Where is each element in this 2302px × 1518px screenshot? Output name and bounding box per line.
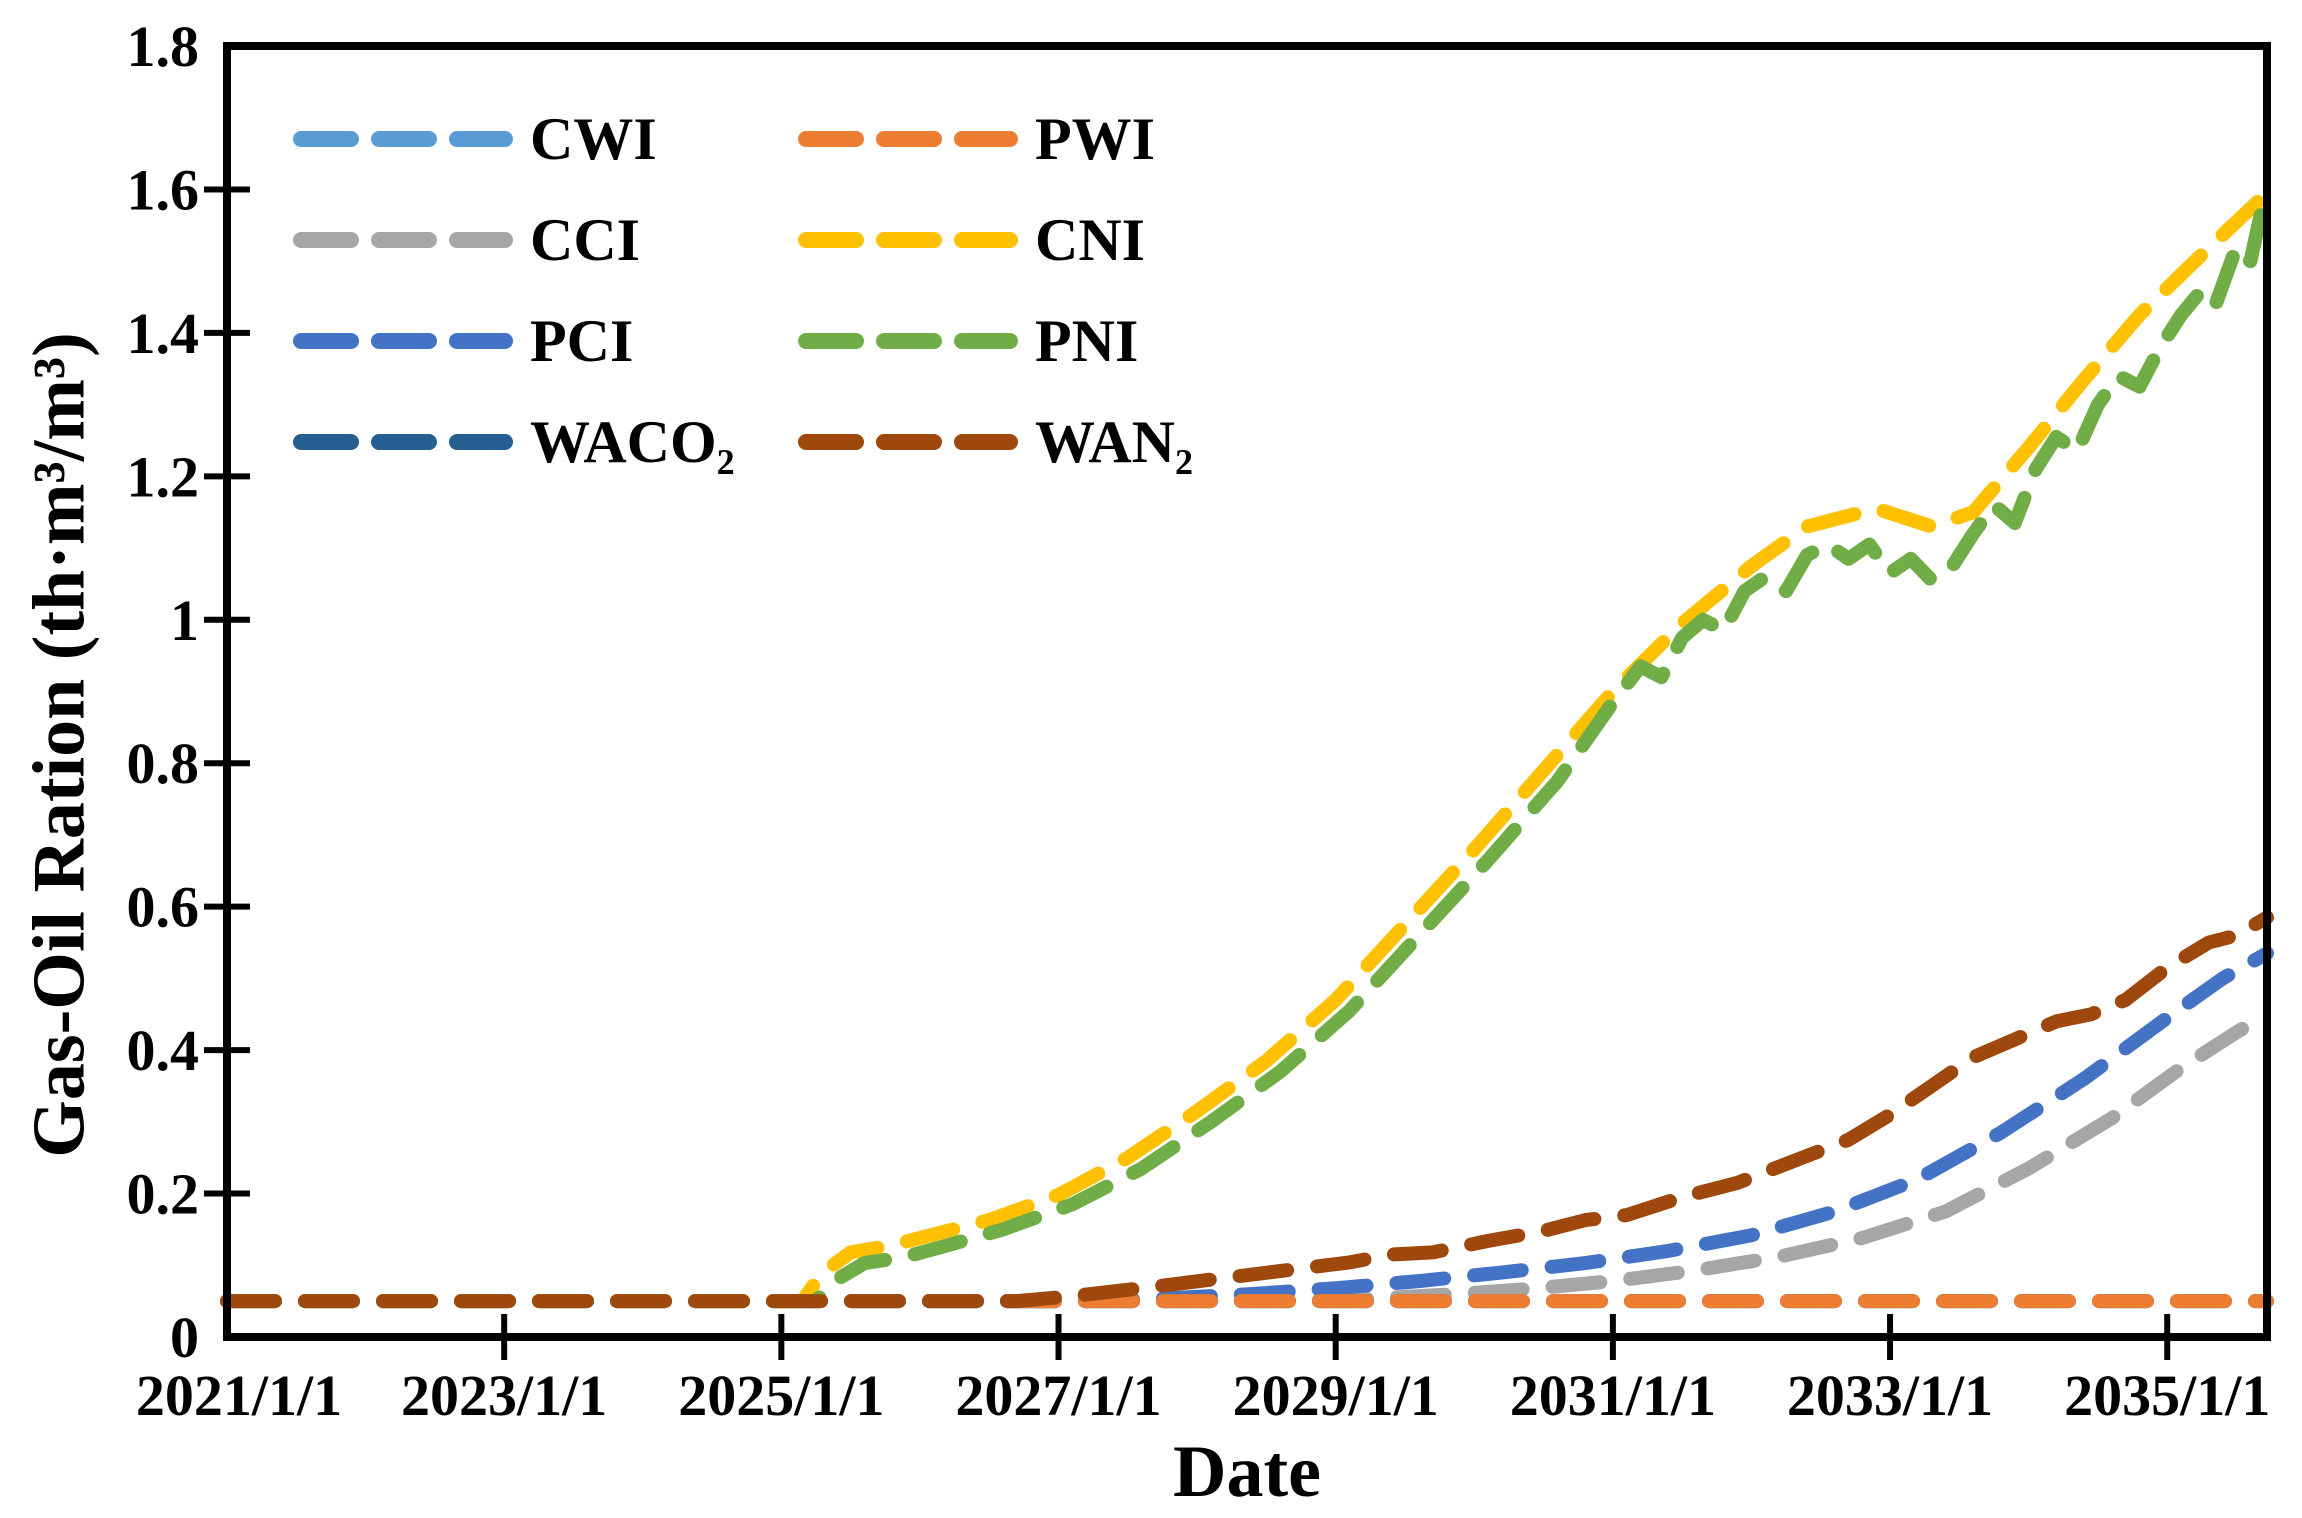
x-tick-label: 2023/1/1 xyxy=(401,1363,607,1428)
legend-label: WACO₂ xyxy=(530,408,735,475)
legend-dash-swatch xyxy=(798,231,1018,248)
y-tick-label: 1 xyxy=(170,588,199,653)
y-tick-label: 1.4 xyxy=(127,301,200,366)
x-tick-label: 2027/1/1 xyxy=(955,1363,1161,1428)
legend-dash-swatch xyxy=(798,433,1018,450)
legend-dash-swatch xyxy=(798,332,1018,349)
y-tick-label: 0.8 xyxy=(127,731,200,796)
legend-label: CCI xyxy=(530,206,641,273)
y-tick-label: 0.6 xyxy=(127,875,200,940)
series-line-PCI xyxy=(220,946,2274,1309)
x-tick-label: 2033/1/1 xyxy=(1787,1363,1993,1428)
legend-label: CWI xyxy=(530,105,657,172)
legend-item-CNI: CNI xyxy=(797,189,1193,290)
y-tick-label: 0 xyxy=(170,1305,199,1370)
legend-item-WAN₂: WAN₂ xyxy=(797,391,1193,492)
legend-dash-swatch xyxy=(293,130,513,147)
legend-item-PCI: PCI xyxy=(292,290,797,391)
legend-item-PNI: PNI xyxy=(797,290,1193,391)
legend-label: PWI xyxy=(1035,105,1155,172)
x-tick-label: 2021/1/1 xyxy=(136,1363,342,1428)
chart-legend: CWI PWI CCI CNI PCI PNI WACO₂ WAN₂ xyxy=(292,88,1193,492)
series-line-PNI xyxy=(220,182,2274,1309)
x-tick-label: 2025/1/1 xyxy=(678,1363,884,1428)
x-tick-label: 2029/1/1 xyxy=(1233,1363,1439,1428)
y-tick-label: 1.8 xyxy=(127,14,200,79)
x-tick-label: 2031/1/1 xyxy=(1510,1363,1716,1428)
legend-dash-swatch xyxy=(293,332,513,349)
legend-dash-swatch xyxy=(293,231,513,248)
x-tick-label: 2035/1/1 xyxy=(2064,1363,2270,1428)
legend-label: CNI xyxy=(1035,206,1146,273)
x-axis-title: Date xyxy=(1173,1431,1321,1513)
y-tick-label: 0.4 xyxy=(127,1018,200,1083)
legend-label: WAN₂ xyxy=(1035,408,1193,475)
series-line-WAN₂ xyxy=(220,910,2274,1309)
series-line-CNI xyxy=(220,186,2274,1309)
y-tick-label: 0.2 xyxy=(127,1162,200,1227)
legend-dash-swatch xyxy=(798,130,1018,147)
y-tick-label: 1.6 xyxy=(127,157,200,222)
legend-dash-swatch xyxy=(293,433,513,450)
legend-item-PWI: PWI xyxy=(797,88,1193,189)
legend-label: PCI xyxy=(530,307,634,374)
legend-label: PNI xyxy=(1035,307,1139,374)
legend-item-WACO₂: WACO₂ xyxy=(292,391,797,492)
plot-border xyxy=(223,42,2271,1341)
legend-item-CWI: CWI xyxy=(292,88,797,189)
y-tick-label: 1.2 xyxy=(127,444,200,509)
y-axis-title: Gas-Oil Ration (th·m³/m³) xyxy=(18,332,101,1158)
legend-item-CCI: CCI xyxy=(292,189,797,290)
